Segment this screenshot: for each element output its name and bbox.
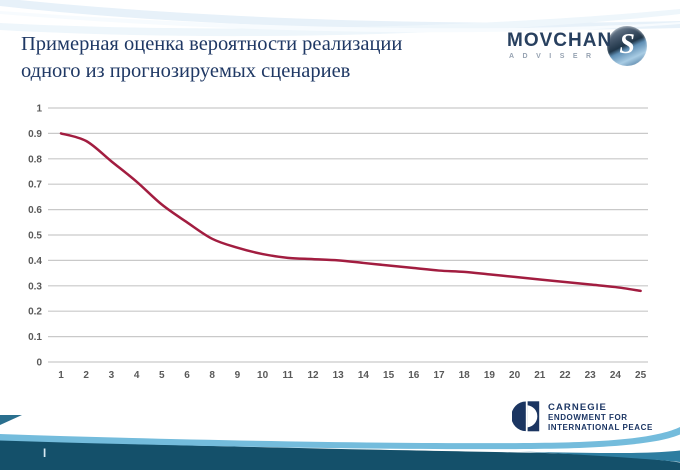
- carnegie-line2: ENDOWMENT FOR: [548, 413, 628, 422]
- x-axis-tick-label: 6: [184, 370, 190, 381]
- y-axis-tick-label: 0.6: [28, 205, 42, 216]
- y-axis-tick-label: 0.8: [28, 154, 42, 165]
- movchan-logo-subtitle: ADVISER: [509, 53, 600, 60]
- footer-wave-decoration: [0, 415, 680, 470]
- movchan-advisers-logo: MOVCHAN ADVISER S: [507, 26, 648, 66]
- x-axis-tick-label: 21: [534, 370, 546, 381]
- y-axis-tick-label: 0.7: [28, 180, 42, 191]
- x-axis-tick-label: 4: [134, 370, 140, 381]
- x-axis-tick-label: 22: [559, 370, 571, 381]
- x-axis-tick-label: 16: [408, 370, 420, 381]
- y-axis-tick-label: 1: [36, 104, 42, 115]
- y-axis-tick-label: 0.2: [28, 307, 42, 318]
- carnegie-logo: CARNEGIE ENDOWMENT FOR INTERNATIONAL PEA…: [512, 401, 653, 433]
- probability-chart: 1 0.9 0.8 0.7 0.6 0.5 0.4 0.3 0.2 0.1 0 1 2 3 4 5 6 8 9 10 1…: [18, 98, 666, 393]
- x-axis-tick-label: 2: [83, 370, 89, 381]
- x-axis-tick-label: 10: [257, 370, 269, 381]
- x-axis-tick-label: 14: [358, 370, 370, 381]
- y-axis-tick-label: 0.5: [28, 231, 42, 242]
- x-axis-tick-label: 15: [383, 370, 395, 381]
- slide-title-line2: одного из прогнозируемых сценариев: [21, 60, 351, 82]
- x-axis-tick-label: 13: [333, 370, 345, 381]
- carnegie-line1: CARNEGIE: [548, 402, 607, 413]
- movchan-logo-name: MOVCHAN: [507, 29, 613, 52]
- x-axis-tick-label: 3: [109, 370, 115, 381]
- x-axis-tick-label: 11: [283, 370, 294, 381]
- y-axis-tick-label: 0.4: [28, 256, 42, 267]
- movchan-emblem-letter: S: [619, 29, 635, 60]
- x-axis-tick-label: 18: [459, 370, 471, 381]
- probability-chart-canvas: 10.90.80.70.60.50.40.30.20.101 2 3 4 5 6 8 9 10 1…: [28, 104, 648, 381]
- x-axis-tick-label: 25: [635, 370, 647, 381]
- x-axis-tick-label: 5: [159, 370, 165, 381]
- x-axis-tick-label: 12: [307, 370, 319, 381]
- x-axis-tick-label: 1: [58, 370, 64, 381]
- x-axis-tick-label: 24: [610, 370, 622, 381]
- y-axis-tick-label: 0.1: [28, 332, 42, 343]
- slide-title-line1: Примерная оценка вероятности реализации: [21, 33, 403, 55]
- y-axis-tick-label: 0.9: [28, 129, 42, 140]
- carnegie-logo-text: CARNEGIE ENDOWMENT FOR INTERNATIONAL PEA…: [548, 402, 653, 433]
- carnegie-line3: INTERNATIONAL PEACE: [548, 423, 653, 432]
- x-axis-tick-label: 23: [585, 370, 597, 381]
- slide-title: Примерная оценка вероятности реализации …: [21, 31, 501, 85]
- x-axis-tick-label: 19: [484, 370, 496, 381]
- movchan-logo-text: MOVCHAN ADVISER: [507, 30, 612, 60]
- x-axis-tick-label: 8: [209, 370, 215, 381]
- x-axis-tick-label: 17: [433, 370, 445, 381]
- x-axis-tick-label: 20: [509, 370, 521, 381]
- movchan-s-emblem-icon: S: [607, 26, 648, 66]
- page-marker: I: [43, 448, 47, 460]
- x-axis-tick-label: 9: [235, 370, 241, 381]
- y-axis-tick-label: 0: [36, 358, 42, 369]
- y-axis-tick-label: 0.3: [28, 281, 42, 292]
- carnegie-circle-icon: [512, 401, 540, 432]
- probability-curve: [59, 132, 642, 293]
